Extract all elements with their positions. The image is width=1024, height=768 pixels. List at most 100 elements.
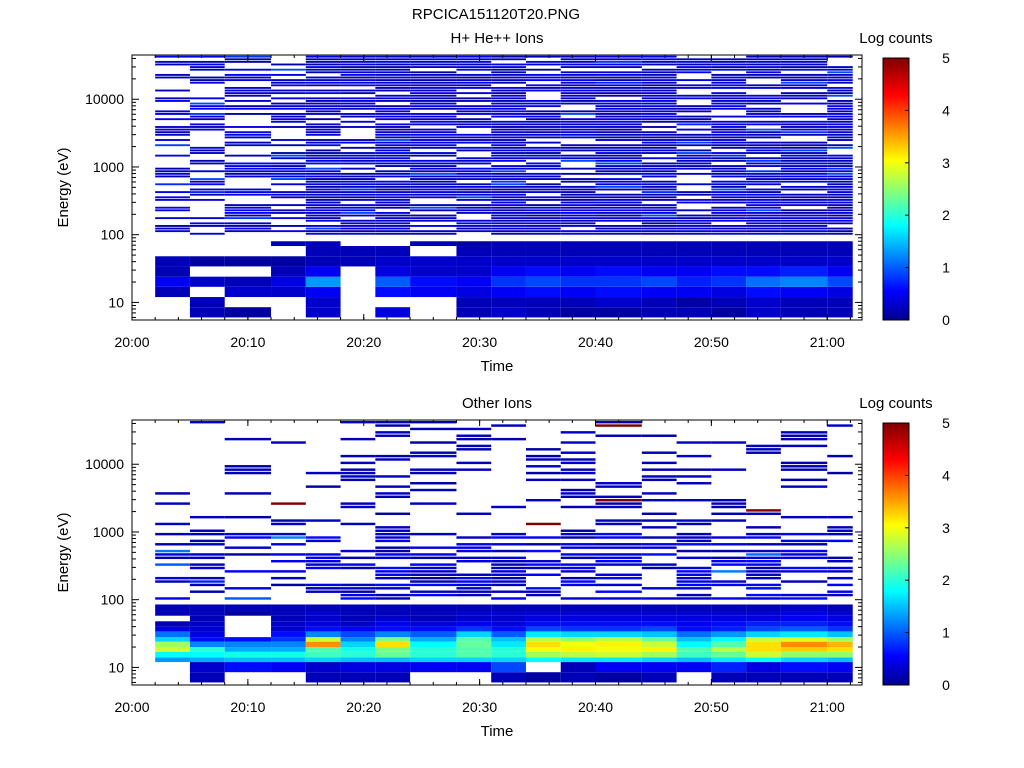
heatmap-cell	[305, 66, 341, 69]
heatmap-cell	[641, 58, 677, 61]
heatmap-cell	[641, 94, 677, 97]
heatmap-cell	[155, 191, 190, 194]
heatmap-cell	[711, 94, 747, 97]
heatmap-cell	[189, 637, 225, 642]
heatmap-cell	[560, 217, 596, 220]
heatmap-cell	[746, 63, 781, 66]
heatmap-cell	[305, 631, 341, 638]
heatmap-cell	[271, 79, 306, 82]
heatmap-cell	[711, 188, 747, 191]
heatmap-cell	[746, 570, 781, 573]
heatmap-cell	[224, 637, 272, 642]
heatmap-cell	[271, 657, 306, 663]
heatmap-cell	[711, 58, 747, 61]
heatmap-cell	[491, 214, 526, 217]
heatmap-cell	[410, 266, 457, 277]
heatmap-cell	[676, 556, 712, 560]
heatmap-cell	[224, 536, 272, 539]
heatmap-cell	[676, 136, 712, 139]
heatmap-cell	[155, 276, 190, 287]
heatmap-cell	[780, 566, 828, 570]
heatmap-cell	[340, 157, 376, 160]
heatmap-cell	[224, 515, 272, 519]
heatmap-cell	[641, 185, 677, 188]
heatmap-cell	[595, 583, 642, 587]
heatmap-cell	[340, 105, 376, 108]
heatmap-cell	[711, 60, 747, 63]
heatmap-cell	[641, 286, 677, 298]
heatmap-cell	[780, 662, 828, 673]
heatmap-cell	[410, 170, 457, 173]
heatmap-cell	[340, 227, 376, 230]
heatmap-cell	[827, 123, 853, 126]
heatmap-cell	[525, 543, 561, 546]
heatmap-cell	[676, 475, 712, 478]
heatmap-cell	[827, 424, 853, 427]
heatmap-cell	[271, 167, 306, 170]
heatmap-cell	[525, 563, 561, 566]
heatmap-cell	[375, 672, 411, 683]
heatmap-cell	[711, 152, 747, 154]
heatmap-cell	[410, 556, 457, 560]
heatmap-cell	[780, 637, 828, 642]
heatmap-cell	[711, 502, 747, 505]
heatmap-cell	[711, 105, 747, 108]
heatmap-cell	[711, 126, 747, 128]
heatmap-cell	[271, 276, 306, 287]
heatmap-cell	[305, 209, 341, 212]
heatmap-cell	[676, 604, 712, 612]
heatmap-cell	[224, 154, 272, 157]
heatmap-cell	[560, 102, 596, 105]
heatmap-cell	[224, 105, 272, 108]
heatmap-cell	[525, 63, 561, 66]
heatmap-cell	[676, 141, 712, 144]
heatmap-cell	[410, 141, 457, 144]
heatmap-cell	[560, 553, 596, 556]
colorbar	[882, 57, 910, 321]
heatmap-cell	[375, 266, 411, 277]
heatmap-cell	[410, 167, 457, 170]
heatmap-cell	[491, 165, 526, 167]
heatmap-cell	[189, 529, 225, 532]
heatmap-cell	[189, 626, 225, 632]
heatmap-cell	[780, 657, 828, 663]
heatmap-cell	[491, 549, 526, 553]
heatmap-cell	[641, 604, 677, 612]
heatmap-cell	[189, 553, 225, 556]
heatmap-cell	[410, 232, 457, 235]
heatmap-cell	[746, 120, 781, 123]
heatmap-cell	[711, 76, 747, 79]
heatmap-cell	[560, 276, 596, 287]
heatmap-cell	[641, 563, 677, 566]
heatmap-cell	[375, 424, 411, 427]
heatmap-cell	[375, 529, 411, 532]
heatmap-cell	[595, 662, 642, 673]
heatmap-cell	[780, 141, 828, 144]
heatmap-cell	[595, 73, 642, 76]
heatmap-cell	[271, 536, 306, 539]
heatmap-cell	[155, 172, 190, 175]
heatmap-cell	[711, 183, 747, 186]
heatmap-cell	[340, 657, 376, 663]
heatmap-cell	[155, 225, 190, 227]
heatmap-cell	[560, 468, 596, 471]
heatmap-cell	[827, 529, 853, 532]
heatmap-cell	[560, 58, 596, 61]
heatmap-cell	[711, 560, 747, 563]
heatmap-cell	[827, 180, 853, 183]
heatmap-cell	[155, 60, 190, 63]
heatmap-cell	[780, 170, 828, 173]
heatmap-cell	[340, 225, 376, 227]
heatmap-cell	[676, 246, 712, 257]
heatmap-cell	[595, 81, 642, 84]
heatmap-cell	[456, 615, 492, 622]
heatmap-cell	[375, 458, 411, 461]
heatmap-cell	[525, 191, 561, 194]
heatmap-cell	[641, 672, 677, 683]
heatmap-cell	[491, 573, 526, 576]
heatmap-cell	[827, 105, 853, 108]
heatmap-cell	[525, 465, 561, 468]
heatmap-cell	[271, 532, 306, 536]
heatmap-cell	[595, 502, 642, 505]
heatmap-cell	[525, 206, 561, 209]
